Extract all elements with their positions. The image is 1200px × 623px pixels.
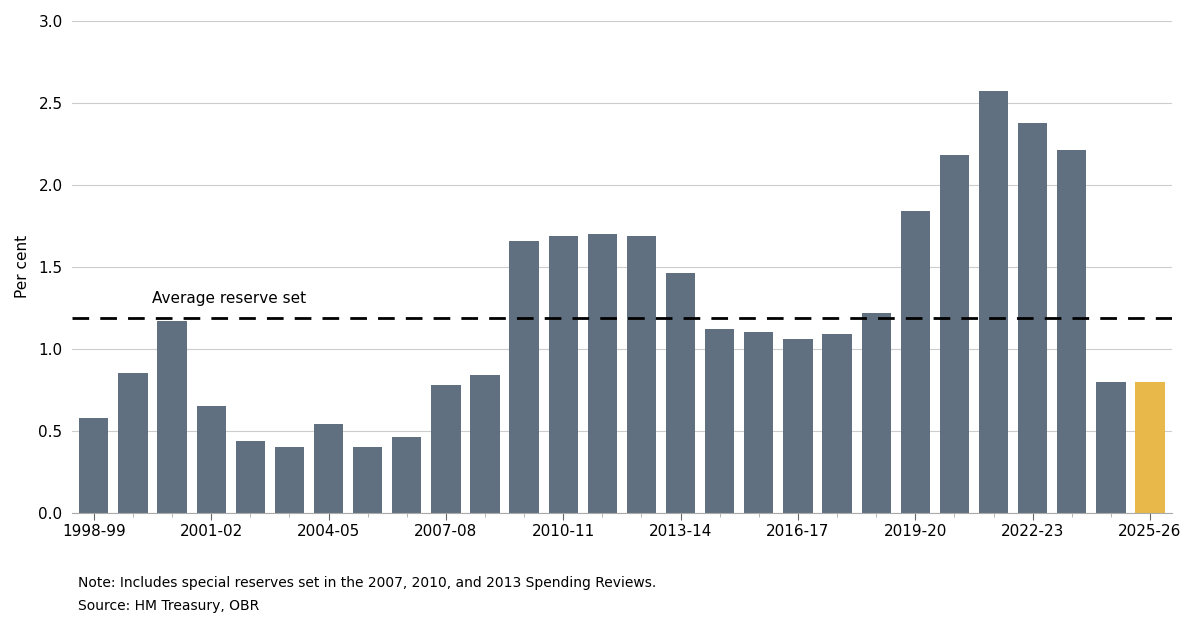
Bar [1057,151,1086,513]
Bar [353,447,383,513]
Text: Note: Includes special reserves set in the 2007, 2010, and 2013 Spending Reviews: Note: Includes special reserves set in t… [78,576,656,590]
Bar [119,373,148,513]
Text: Source: HM Treasury, OBR: Source: HM Treasury, OBR [78,599,259,613]
Bar [548,235,578,513]
Bar [275,447,304,513]
Bar [666,273,695,513]
Bar [470,375,499,513]
Text: Average reserve set: Average reserve set [152,291,307,306]
Bar [1097,381,1126,513]
Bar [940,155,970,513]
Bar [626,235,656,513]
Bar [510,240,539,513]
Bar [784,339,812,513]
Bar [431,385,461,513]
Bar [79,417,108,513]
Bar [588,234,617,513]
Bar [744,333,774,513]
Bar [235,440,265,513]
Bar [979,92,1008,513]
Bar [1018,123,1048,513]
Bar [901,211,930,513]
Bar [1135,381,1165,513]
Y-axis label: Per cent: Per cent [14,235,30,298]
Bar [157,321,187,513]
Bar [314,424,343,513]
Bar [392,437,421,513]
Bar [822,334,852,513]
Bar [706,329,734,513]
Bar [197,406,226,513]
Bar [862,313,890,513]
